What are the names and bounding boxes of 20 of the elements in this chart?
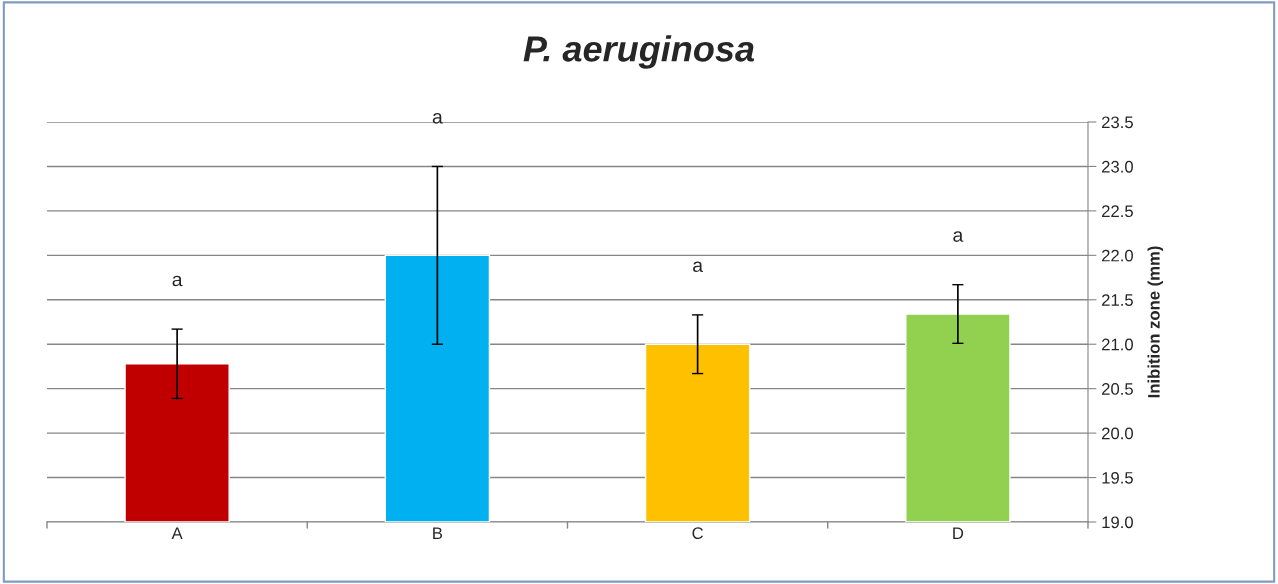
x-tick-label: B [433,527,443,539]
y-tick-label: 23.5 [1102,116,1133,129]
y-tick-label: 21.5 [1102,294,1133,306]
annotation: a [693,261,704,273]
x-tick-label: D [953,527,964,539]
x-tick-label: A [171,527,183,539]
annotation: a [432,113,443,124]
annotation: a [172,275,183,287]
y-tick-label: 21.0 [1102,338,1133,351]
y-tick-label: 19.0 [1102,516,1133,529]
y-tick-label: 19.5 [1102,471,1133,484]
y-tick-label: 23.0 [1102,160,1133,173]
y-tick-label: 20.0 [1102,427,1133,440]
chart-title: P. aeruginosa [523,35,755,69]
y-tick-label: 22.0 [1102,249,1133,262]
y-tick-label: 22.5 [1102,205,1133,218]
x-tick-label: C [692,527,704,540]
y-axis-title: Inibition zone (mm) [1147,246,1164,398]
annotation: a [953,231,964,242]
y-tick-label: 20.5 [1102,383,1133,395]
